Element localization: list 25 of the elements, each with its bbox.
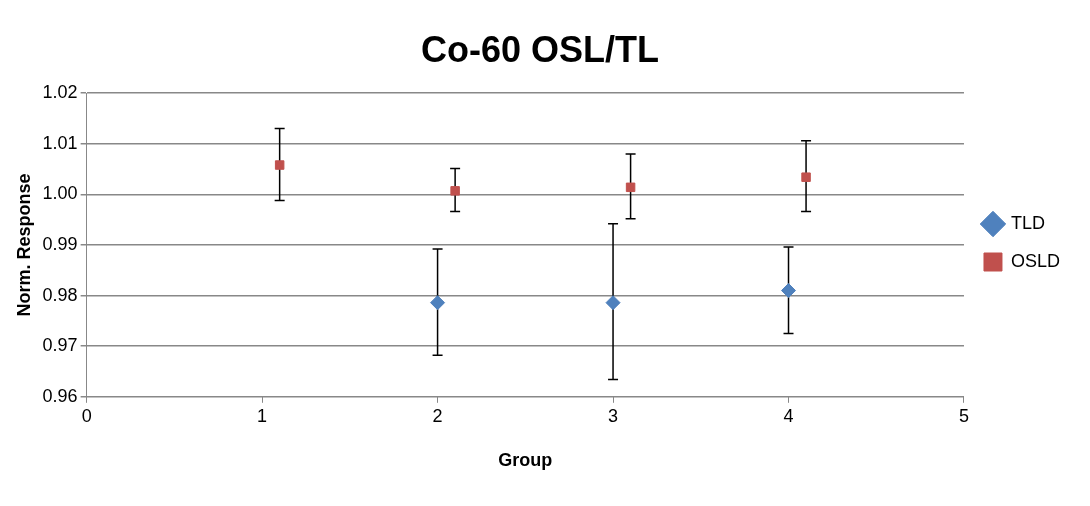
x-tick-label: 2 xyxy=(432,405,443,426)
y-tick-label: 1.00 xyxy=(42,183,78,204)
x-tick-label: 4 xyxy=(783,405,794,426)
point xyxy=(625,182,636,193)
x-tick-label: 3 xyxy=(608,405,619,426)
y-axis-title: Norm. Response xyxy=(13,173,34,317)
x-tick-label: 0 xyxy=(81,405,92,426)
point xyxy=(781,283,797,299)
point xyxy=(801,172,811,182)
legend-label: OSLD xyxy=(1010,250,1061,271)
point xyxy=(605,295,621,311)
y-tick-label: 0.96 xyxy=(42,385,78,406)
point xyxy=(430,295,446,311)
y-tick-label: 1.01 xyxy=(42,132,78,153)
legend-label: TLD xyxy=(1010,212,1045,233)
point xyxy=(450,186,460,196)
chart-title: Co-60 OSL/TL xyxy=(420,28,660,70)
point xyxy=(274,160,285,170)
x-tick-label: 1 xyxy=(257,405,268,426)
y-tick-label: 1.02 xyxy=(42,82,78,103)
y-tick-label: 0.97 xyxy=(42,335,78,356)
y-tick-label: 0.99 xyxy=(42,233,78,254)
x-tick-label: 5 xyxy=(958,405,969,426)
y-tick-label: 0.98 xyxy=(42,284,78,305)
x-axis-title: Group xyxy=(498,450,553,471)
